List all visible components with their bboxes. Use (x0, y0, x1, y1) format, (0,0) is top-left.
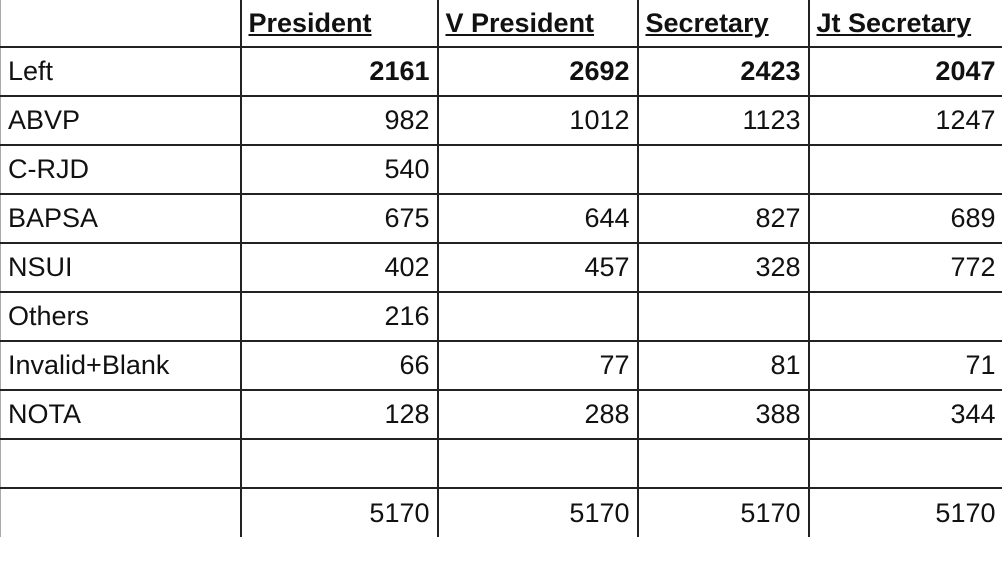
cell-value: 128 (239, 389, 439, 440)
cell-value: 66 (239, 340, 439, 391)
row-label (0, 487, 242, 537)
cell-value: 1123 (636, 95, 810, 146)
cell-value: 675 (239, 193, 439, 244)
cell-value: 1012 (436, 95, 639, 146)
cell-value: 2423 (636, 46, 810, 97)
cell-value: 402 (239, 242, 439, 293)
cell-value: 71 (807, 340, 1002, 391)
column-header: V President (436, 0, 639, 48)
results-table: President V President Secretary Jt Secretar… (0, 0, 1002, 537)
cell-value (436, 438, 639, 489)
row-label: ABVP (0, 95, 242, 146)
cell-value (436, 144, 639, 195)
row-label: NSUI (0, 242, 242, 293)
cell-value: 388 (636, 389, 810, 440)
cell-value: 77 (436, 340, 639, 391)
cell-value: 644 (436, 193, 639, 244)
cell-value: 689 (807, 193, 1002, 244)
corner-cell (0, 0, 242, 48)
row-label: Left (0, 46, 242, 97)
row-label: BAPSA (0, 193, 242, 244)
row-label: Invalid+Blank (0, 340, 242, 391)
table-row: Invalid+Blank 66 77 81 71 (0, 340, 1002, 391)
row-label (0, 438, 242, 489)
table-body: Left 2161 2692 2423 2047 ABVP 982 1012 1123 1247 C… (0, 46, 1002, 537)
cell-value: 2692 (436, 46, 639, 97)
row-label: NOTA (0, 389, 242, 440)
cell-value: 982 (239, 95, 439, 146)
cell-value: 5170 (807, 487, 1002, 537)
row-label: C-RJD (0, 144, 242, 195)
cell-value: 81 (636, 340, 810, 391)
table-row: BAPSA 675 644 827 689 (0, 193, 1002, 244)
cell-value: 328 (636, 242, 810, 293)
cell-value: 2047 (807, 46, 1002, 97)
cell-value (807, 291, 1002, 342)
table-row: ABVP 982 1012 1123 1247 (0, 95, 1002, 146)
cell-value: 216 (239, 291, 439, 342)
header-row: President V President Secretary Jt Secretar… (0, 0, 1002, 48)
table-row: NOTA 128 288 388 344 (0, 389, 1002, 440)
table-row: NSUI 402 457 328 772 (0, 242, 1002, 293)
column-header: Secretary (636, 0, 810, 48)
cell-value (807, 438, 1002, 489)
cell-value (239, 438, 439, 489)
table-row: C-RJD 540 (0, 144, 1002, 195)
cell-value (436, 291, 639, 342)
cell-value: 772 (807, 242, 1002, 293)
cell-value: 457 (436, 242, 639, 293)
cell-value: 5170 (636, 487, 810, 537)
cell-value: 344 (807, 389, 1002, 440)
cell-value: 827 (636, 193, 810, 244)
column-header: President (239, 0, 439, 48)
cell-value: 5170 (436, 487, 639, 537)
cell-value: 1247 (807, 95, 1002, 146)
column-header: Jt Secretary (807, 0, 1002, 48)
table-row: Left 2161 2692 2423 2047 (0, 46, 1002, 97)
cell-value: 2161 (239, 46, 439, 97)
row-label: Others (0, 291, 242, 342)
table-row: 5170 5170 5170 5170 (0, 487, 1002, 537)
cell-value: 540 (239, 144, 439, 195)
cell-value (636, 144, 810, 195)
table-row: Others 216 (0, 291, 1002, 342)
cell-value: 288 (436, 389, 639, 440)
cell-value (636, 291, 810, 342)
cell-value (636, 438, 810, 489)
cell-value: 5170 (239, 487, 439, 537)
cell-value (807, 144, 1002, 195)
table-row (0, 438, 1002, 489)
